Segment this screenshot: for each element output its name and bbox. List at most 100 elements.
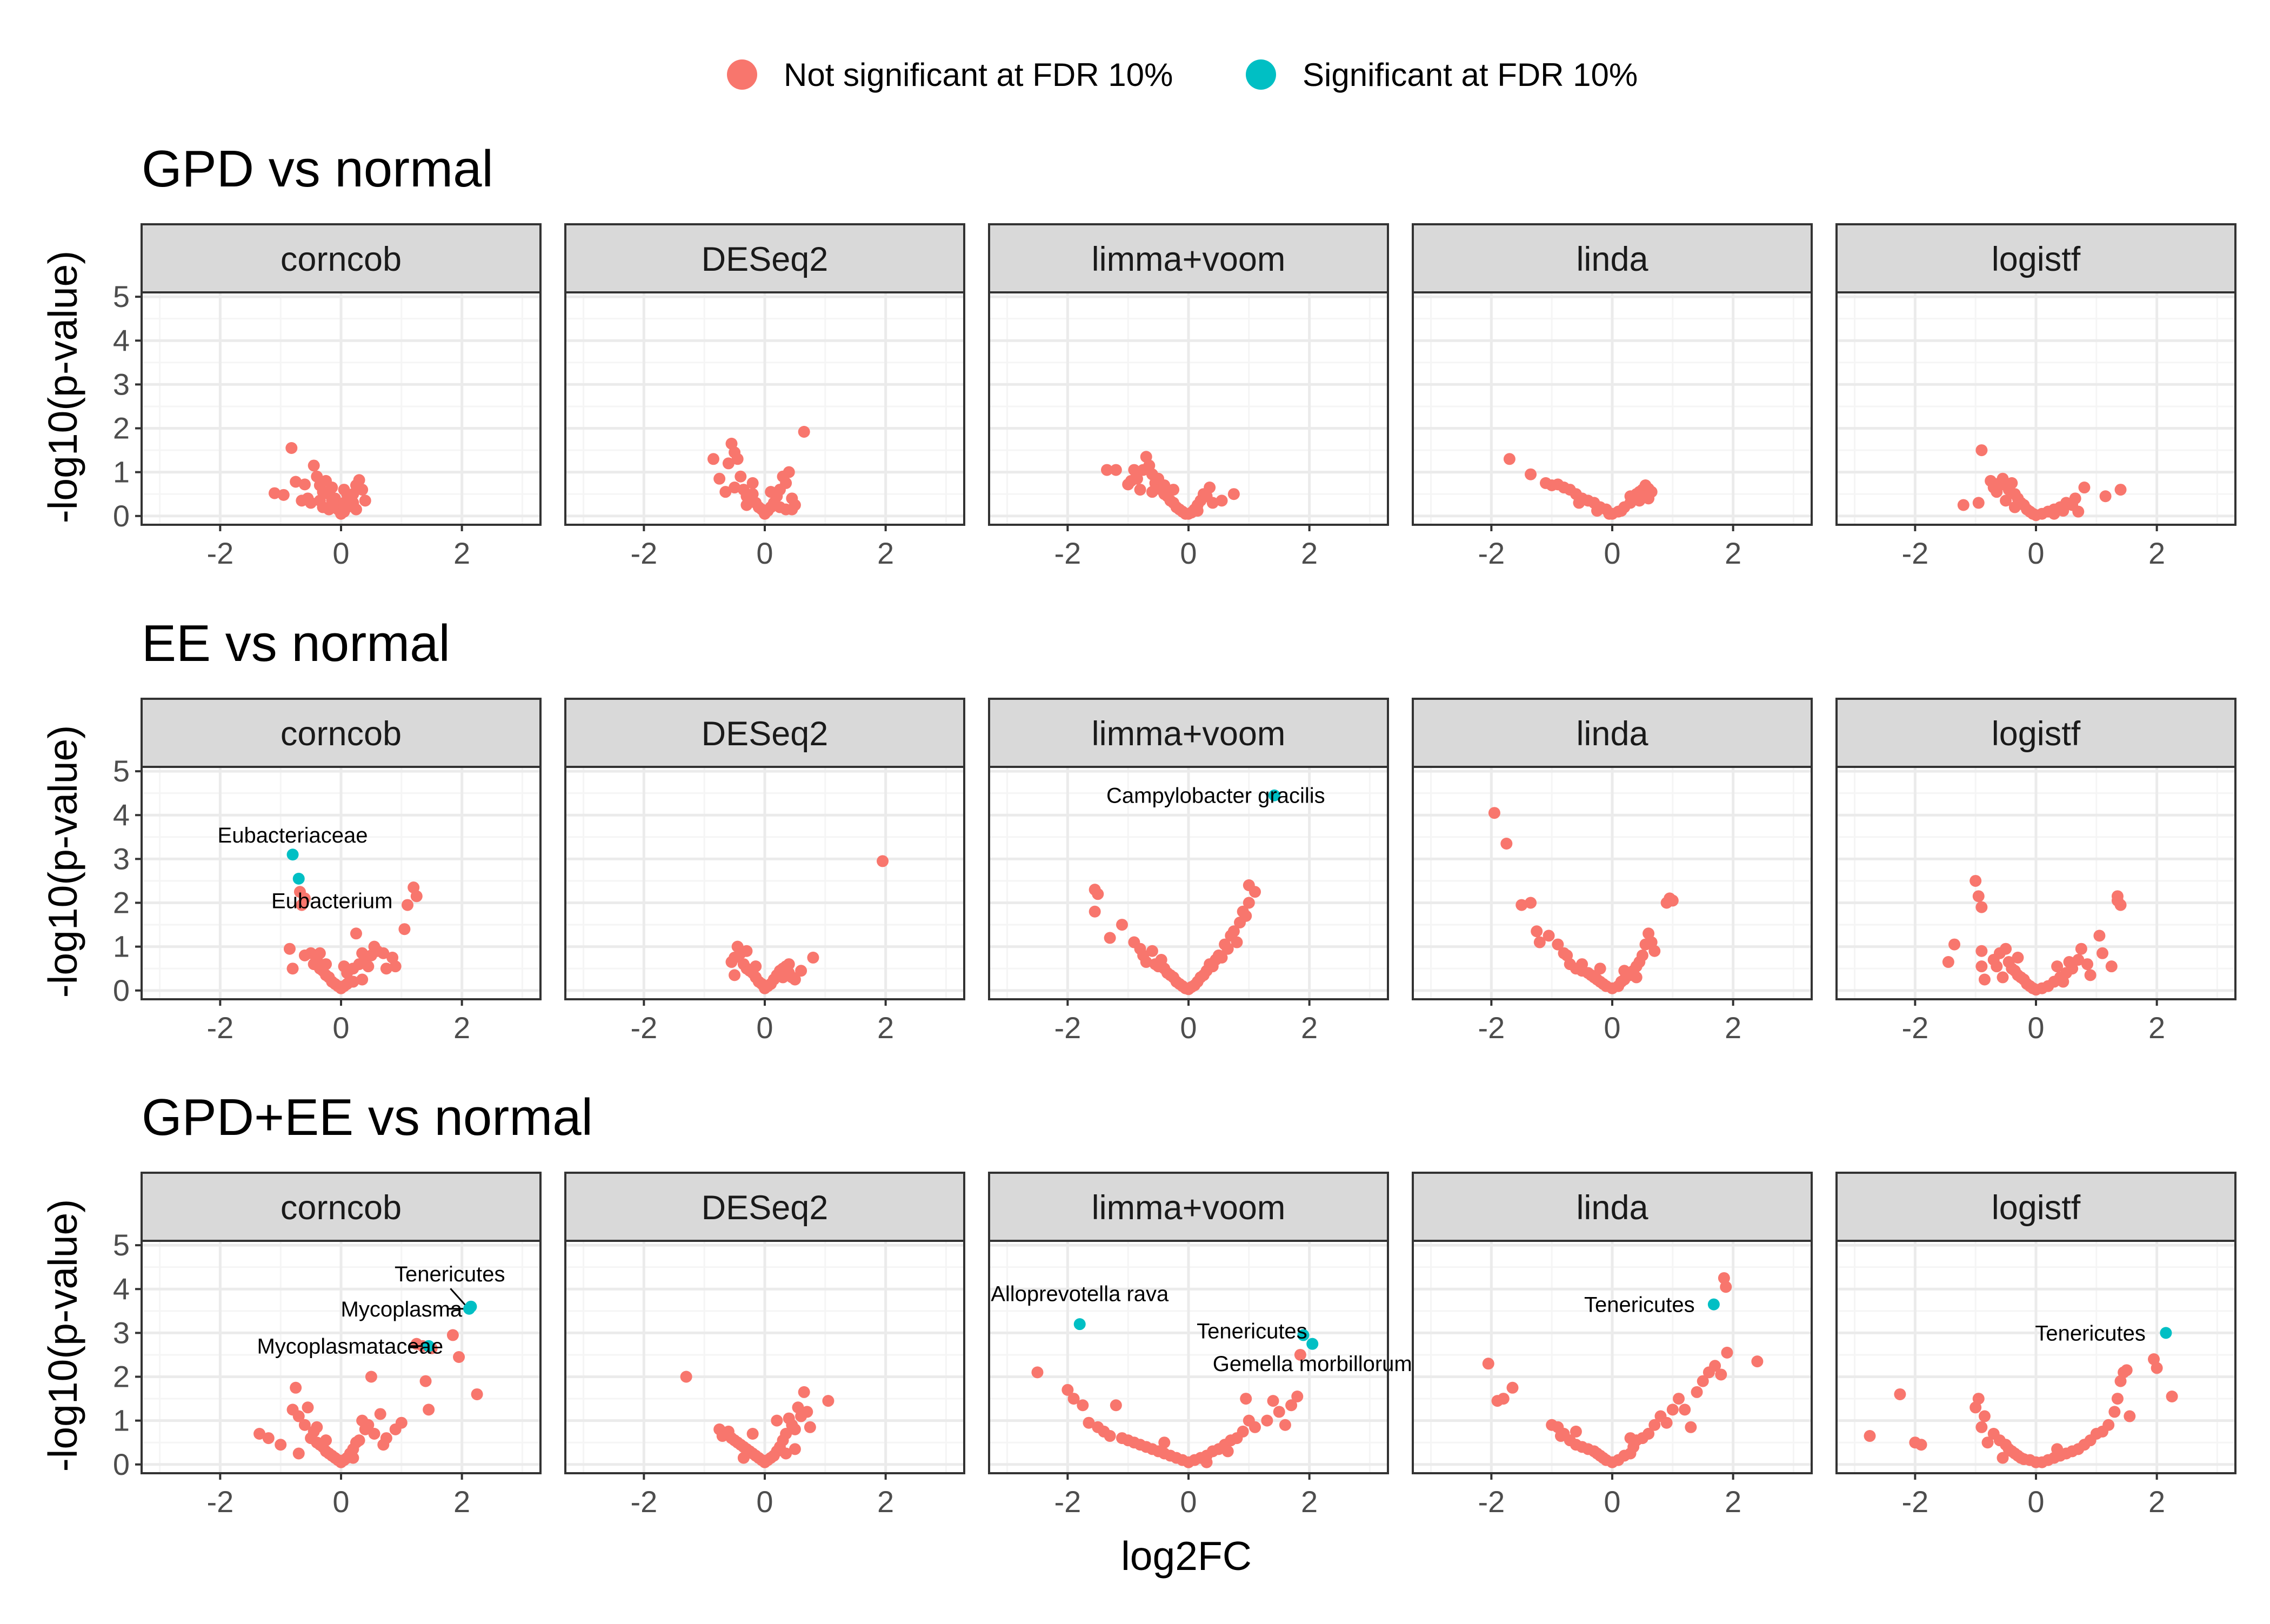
- point-not-significant: [740, 945, 753, 957]
- point-not-significant: [368, 1427, 380, 1440]
- point-not-significant: [731, 453, 744, 465]
- x-tick-label: 2: [877, 1485, 894, 1519]
- x-tick-label: 2: [2148, 536, 2165, 570]
- point-not-significant: [1231, 936, 1243, 948]
- point-not-significant: [313, 494, 326, 507]
- point-not-significant: [453, 1351, 465, 1363]
- point-not-significant: [680, 1371, 692, 1383]
- strip-label: corncob: [281, 715, 402, 753]
- legend-key-not-significant: [727, 59, 757, 90]
- point-not-significant: [746, 1427, 759, 1440]
- point-not-significant: [1975, 960, 1988, 973]
- point-not-significant: [1997, 1452, 2009, 1464]
- point-not-significant: [789, 1443, 801, 1455]
- point-not-significant: [1975, 1421, 1988, 1433]
- point-not-significant: [1691, 1386, 1703, 1398]
- x-tick-label: -2: [1478, 536, 1505, 570]
- point-not-significant: [2097, 947, 2108, 959]
- point-not-significant: [1864, 1430, 1876, 1442]
- point-not-significant: [1191, 505, 1204, 517]
- x-tick-label: 2: [1301, 536, 1318, 570]
- point-not-significant: [1648, 1419, 1661, 1431]
- point-not-significant: [1591, 505, 1604, 517]
- y-tick-label: 4: [113, 798, 130, 832]
- x-tick-label: -2: [630, 1485, 657, 1519]
- x-tick-label: -2: [1478, 1011, 1505, 1045]
- strip-background: [988, 698, 1389, 768]
- point-not-significant: [298, 478, 311, 491]
- y-tick-label: 3: [113, 1315, 130, 1349]
- point-not-significant: [423, 1404, 435, 1416]
- point-label: Tenericutes: [395, 1262, 505, 1286]
- panel-linda: linda Tenericutes -2 0 2: [1412, 1172, 1813, 1519]
- point-not-significant: [2008, 501, 2021, 513]
- point-not-significant: [780, 477, 792, 489]
- point-label: Campylobacter gracilis: [1106, 784, 1325, 808]
- point-not-significant: [471, 1388, 483, 1400]
- point-not-significant: [1673, 1393, 1685, 1405]
- point-not-significant: [1503, 453, 1515, 465]
- facet-row: GPD vs normal -log10(p-value) 0 1 2 3 4 5 cornco…: [40, 140, 2236, 570]
- point-not-significant: [1721, 1346, 1733, 1359]
- point-not-significant: [2114, 484, 2127, 496]
- strip-background: [141, 1172, 542, 1242]
- point-not-significant: [2012, 951, 2024, 964]
- point-not-significant: [1249, 886, 1261, 898]
- strip-background: [1835, 698, 2236, 768]
- panel-limma-voom: limma+voom Campylobacter gracilis -2 0 2: [988, 698, 1389, 1045]
- point-not-significant: [410, 890, 423, 903]
- strip-label: limma+voom: [1092, 240, 1286, 278]
- point-not-significant: [1031, 1366, 1044, 1379]
- point-not-significant: [283, 943, 296, 955]
- y-tick-label: 2: [113, 1360, 130, 1394]
- x-tick-label: 0: [756, 536, 773, 570]
- point-not-significant: [2057, 505, 2069, 517]
- x-tick-label: -2: [630, 536, 657, 570]
- point-not-significant: [1697, 1375, 1709, 1387]
- panel-limma-voom: limma+voom -2 0 2: [988, 223, 1389, 570]
- point-not-significant: [359, 494, 371, 507]
- point-not-significant: [771, 1414, 783, 1427]
- strip-label: logistf: [1992, 715, 2081, 753]
- point-not-significant: [2105, 960, 2118, 973]
- y-tick-label: 4: [113, 323, 130, 357]
- point-not-significant: [707, 453, 719, 465]
- point-not-significant: [795, 965, 807, 977]
- strip-label: linda: [1576, 715, 1648, 753]
- point-not-significant: [374, 1408, 386, 1420]
- point-not-significant: [311, 1421, 323, 1433]
- point-not-significant: [1525, 897, 1537, 909]
- point-not-significant: [713, 472, 726, 485]
- point-not-significant: [822, 1395, 834, 1407]
- point-significant: [292, 872, 305, 885]
- row-title: GPD vs normal: [142, 140, 493, 198]
- point-not-significant: [1720, 1281, 1732, 1293]
- point-label: Eubacteriaceae: [218, 824, 368, 847]
- point-not-significant: [446, 1329, 459, 1341]
- x-tick-label: -2: [1054, 1485, 1081, 1519]
- point-not-significant: [1206, 497, 1219, 509]
- point-not-significant: [1975, 901, 1988, 913]
- y-tick-label: 5: [113, 1228, 130, 1262]
- y-tick-label: 1: [113, 930, 130, 964]
- x-tick-label: -2: [630, 1011, 657, 1045]
- panel-grid: GPD vs normal -log10(p-value) 0 1 2 3 4 5 cornco…: [40, 140, 2236, 1519]
- y-tick-label: 1: [113, 1404, 130, 1438]
- point-not-significant: [296, 899, 308, 911]
- panel-deseq2: DESeq2 -2 0 2: [564, 1172, 965, 1519]
- point-not-significant: [746, 477, 759, 489]
- point-not-significant: [2000, 943, 2012, 955]
- point-not-significant: [1751, 1355, 1764, 1368]
- point-not-significant: [783, 466, 795, 478]
- point-not-significant: [253, 1427, 266, 1440]
- point-not-significant: [1200, 1456, 1213, 1468]
- point-not-significant: [1237, 1425, 1249, 1438]
- point-not-significant: [1679, 1404, 1691, 1416]
- point-not-significant: [1285, 1399, 1298, 1412]
- x-axis-title: log2FC: [1121, 1533, 1252, 1579]
- y-axis-title: -log10(p-value): [40, 251, 85, 523]
- point-not-significant: [1204, 482, 1216, 494]
- legend-key-significant: [1246, 59, 1276, 90]
- point-not-significant: [1975, 444, 1988, 457]
- point-not-significant: [290, 476, 302, 488]
